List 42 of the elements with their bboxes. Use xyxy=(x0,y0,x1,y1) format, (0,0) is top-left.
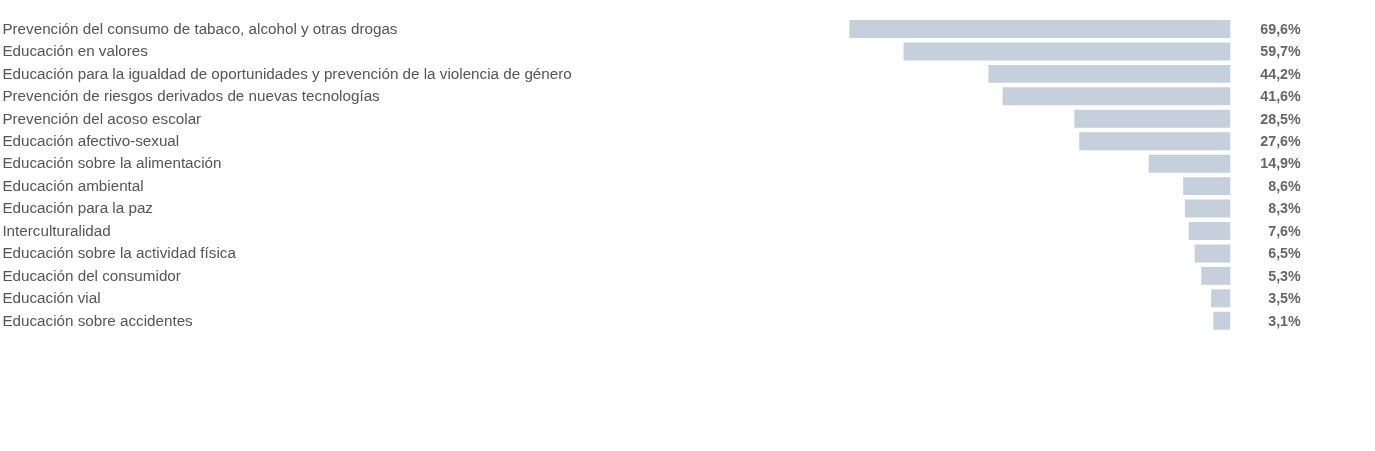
data-label: 8,3% xyxy=(1268,200,1302,217)
data-label: 3,5% xyxy=(1268,290,1302,307)
data-label: 69,6% xyxy=(1260,20,1302,37)
y-tick-label: Educación afectivo-sexual xyxy=(2,131,180,149)
bar xyxy=(903,42,1231,61)
y-tick-label: Prevención del consumo de tabaco, alcohol y otras drogas xyxy=(2,19,398,37)
bar xyxy=(849,20,1231,38)
bar xyxy=(1002,87,1231,106)
bar xyxy=(1188,222,1231,240)
bar xyxy=(1201,266,1231,285)
y-tick-label: Educación sobre accidentes xyxy=(2,311,194,329)
y-tick-label: Educación del consumidor xyxy=(2,266,181,284)
data-label: 14,9% xyxy=(1260,155,1302,172)
bar xyxy=(1074,109,1231,128)
y-tick-label: Educación vial xyxy=(2,289,101,307)
data-label: 41,6% xyxy=(1260,88,1302,105)
y-tick-label: Educación para la igualdad de oportunidades y prevención de la violencia de género xyxy=(2,64,572,82)
data-label: 7,6% xyxy=(1268,222,1302,239)
y-tick-label: Educación sobre la alimentación xyxy=(2,154,222,172)
data-label: 5,3% xyxy=(1268,267,1302,284)
data-label: 8,6% xyxy=(1268,177,1302,194)
bar xyxy=(1194,244,1231,263)
bar xyxy=(1184,199,1231,218)
bar xyxy=(1213,311,1231,330)
y-tick-label: Educación en valores xyxy=(2,42,149,60)
y-tick-label: Prevención de riesgos derivados de nuevas tecnologías xyxy=(2,87,381,105)
bar xyxy=(1148,154,1231,173)
bar xyxy=(1211,289,1231,308)
data-label: 59,7% xyxy=(1260,43,1302,60)
data-label: 27,6% xyxy=(1260,132,1302,149)
bar xyxy=(1079,132,1231,151)
data-label: 3,1% xyxy=(1268,312,1302,329)
data-label: 28,5% xyxy=(1260,110,1302,127)
y-tick-label: Educación para la paz xyxy=(2,199,153,217)
y-tick-label: Interculturalidad xyxy=(2,221,111,239)
y-tick-label: Prevención del acoso escolar xyxy=(2,109,202,127)
data-label: 44,2% xyxy=(1260,65,1302,82)
y-tick-label: Educación ambiental xyxy=(2,176,144,194)
data-label: 6,5% xyxy=(1268,245,1302,262)
bar xyxy=(1183,177,1231,196)
bar xyxy=(988,64,1231,83)
y-tick-label: Educación sobre la actividad física xyxy=(2,244,237,262)
